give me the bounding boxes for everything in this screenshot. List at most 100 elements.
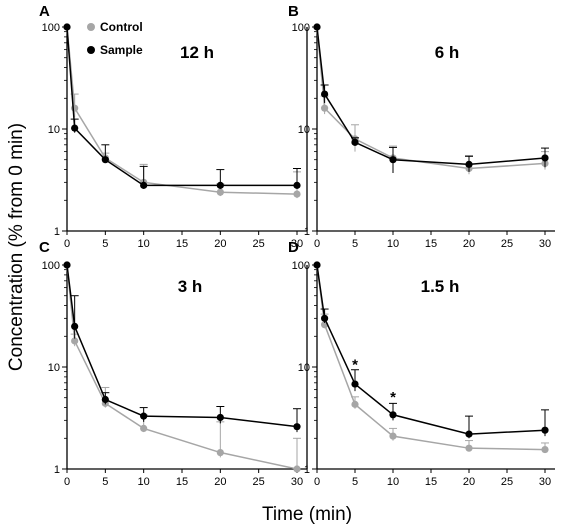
y-tick-label: 100 [42, 260, 60, 272]
data-point [351, 138, 359, 146]
data-point [389, 156, 397, 164]
data-point [140, 412, 148, 420]
data-point [293, 423, 301, 431]
x-tick-label: 25 [501, 238, 513, 250]
y-tick-label: 10 [48, 362, 60, 374]
data-point [216, 448, 224, 457]
data-point [71, 337, 79, 345]
data-point [351, 380, 359, 388]
x-tick-label: 15 [425, 476, 437, 488]
data-point [216, 181, 224, 189]
panel-letter: B [288, 3, 299, 20]
y-tick-label: 1 [304, 464, 310, 476]
y-axis-title: Concentration (% from 0 min) [6, 123, 27, 371]
data-point [63, 261, 71, 269]
data-point [293, 465, 301, 473]
x-tick-label: 5 [352, 476, 358, 488]
panel-letter: C [39, 239, 50, 256]
data-point [541, 426, 549, 434]
y-tick-label: 100 [292, 260, 310, 272]
series-sample [63, 261, 301, 433]
x-tick-label: 10 [387, 238, 399, 250]
x-tick-label: 25 [253, 238, 265, 250]
x-tick-label: 10 [138, 238, 150, 250]
panel-title: 3 h [178, 277, 203, 296]
data-point [71, 104, 79, 112]
x-tick-label: 10 [138, 476, 150, 488]
y-tick-label: 1 [54, 226, 60, 238]
data-point [101, 156, 109, 164]
data-point [541, 445, 549, 454]
data-point [541, 154, 549, 162]
data-point [140, 181, 148, 189]
x-tick-label: 20 [463, 476, 475, 488]
data-point [216, 413, 224, 422]
x-tick-label: 25 [253, 476, 265, 488]
x-tick-label: 15 [176, 476, 188, 488]
x-tick-label: 0 [64, 238, 70, 250]
legend-marker [87, 46, 95, 54]
x-tick-label: 5 [102, 238, 108, 250]
series-line [66, 264, 298, 428]
panel-letter: D [288, 239, 299, 256]
data-point [389, 432, 397, 440]
data-point [465, 160, 473, 168]
x-tick-label: 15 [425, 238, 437, 250]
panel-title: 6 h [435, 43, 460, 62]
x-tick-label: 25 [501, 476, 513, 488]
series-line [316, 26, 546, 166]
x-tick-label: 15 [176, 238, 188, 250]
y-tick-label: 10 [298, 124, 310, 136]
series-sample [313, 261, 549, 439]
data-point [465, 430, 473, 438]
data-point [71, 124, 79, 132]
x-tick-label: 0 [314, 238, 320, 250]
series-sample [313, 23, 549, 174]
series-line [66, 26, 297, 187]
data-point [101, 395, 109, 404]
data-point [216, 188, 224, 196]
series-sample [63, 23, 301, 189]
data-point [313, 261, 321, 269]
y-tick-label: 100 [42, 22, 60, 34]
data-point [321, 104, 329, 112]
legend-marker [87, 23, 95, 31]
data-point [63, 23, 71, 31]
panel-title: 12 h [180, 43, 214, 62]
y-tick-label: 1 [54, 464, 60, 476]
x-tick-label: 5 [352, 238, 358, 250]
x-axis-title: Time (min) [262, 504, 352, 525]
y-tick-label: 10 [298, 362, 310, 374]
significance-marker: * [352, 357, 358, 374]
legend-label: Sample [100, 43, 143, 57]
panel-title: 1.5 h [421, 277, 460, 296]
data-point [71, 322, 79, 331]
significance-marker: * [390, 389, 396, 406]
x-tick-label: 30 [291, 476, 303, 488]
x-tick-label: 30 [539, 476, 551, 488]
x-tick-label: 20 [214, 476, 226, 488]
x-tick-label: 10 [387, 476, 399, 488]
data-point [389, 411, 397, 419]
x-tick-label: 20 [214, 238, 226, 250]
x-tick-label: 20 [463, 238, 475, 250]
data-point [351, 400, 359, 408]
x-tick-label: 30 [291, 238, 303, 250]
series-control [313, 23, 549, 175]
y-tick-label: 100 [292, 22, 310, 34]
data-point [313, 23, 321, 31]
data-point [293, 190, 301, 198]
legend-label: Control [100, 20, 143, 34]
x-tick-label: 0 [314, 476, 320, 488]
y-tick-label: 10 [48, 124, 60, 136]
series-line [66, 26, 298, 195]
data-point [321, 90, 329, 98]
x-tick-label: 5 [102, 476, 108, 488]
legend: Control Sample [87, 20, 143, 57]
panel-letter: A [39, 3, 50, 20]
data-point [465, 444, 473, 452]
